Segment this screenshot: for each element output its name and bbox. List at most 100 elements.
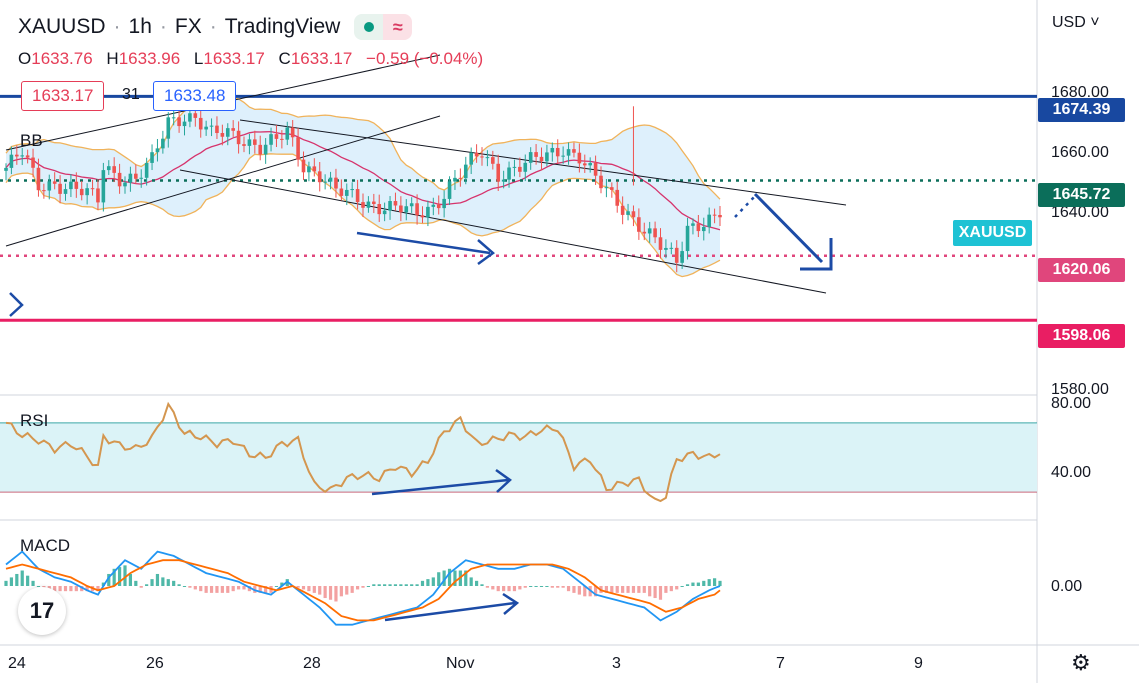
candle-body xyxy=(393,201,398,206)
level-tag[interactable]: 1598.06 xyxy=(1038,324,1125,348)
tradingview-logo-icon[interactable]: 17 xyxy=(18,587,66,635)
macd-histogram-bar xyxy=(437,572,441,586)
macd-histogram-bar xyxy=(685,584,690,586)
gear-icon[interactable]: ⚙ xyxy=(1071,650,1091,675)
macd-histogram-bar xyxy=(529,586,533,587)
bb-indicator-label[interactable]: BB xyxy=(20,131,43,150)
currency-selector[interactable]: USD ˅ xyxy=(1052,14,1100,31)
low-value: 1633.17 xyxy=(203,49,265,68)
candle-body xyxy=(399,205,403,213)
candle-body xyxy=(615,189,620,206)
candle-body xyxy=(69,181,73,190)
macd-indicator-label[interactable]: MACD xyxy=(20,536,71,555)
macd-histogram-bar xyxy=(107,573,111,586)
macd-histogram-bar xyxy=(101,582,105,586)
candle-body xyxy=(231,128,235,131)
level-tag[interactable]: 1674.39 xyxy=(1038,98,1125,122)
macd-histogram-bar xyxy=(182,586,187,587)
symbol-name[interactable]: XAUUSD xyxy=(18,15,106,38)
arrow-fragment xyxy=(9,292,24,317)
candle-body xyxy=(555,147,560,157)
open-value: 1633.76 xyxy=(31,49,93,68)
candle-body xyxy=(545,152,549,162)
macd-histogram-bar xyxy=(696,582,700,586)
candle-body xyxy=(182,121,187,127)
macd-histogram-bar xyxy=(577,586,581,595)
candle-body xyxy=(171,117,176,119)
x-tick: 9 xyxy=(914,655,923,672)
candle-body xyxy=(177,117,181,127)
candle-body xyxy=(620,205,625,215)
bb-fill xyxy=(6,94,720,277)
market-status-badges[interactable]: ≈ xyxy=(354,14,413,40)
candle-body xyxy=(134,173,138,179)
interval[interactable]: 1h xyxy=(128,15,152,38)
macd-histogram-bar xyxy=(431,577,435,586)
x-tick: 28 xyxy=(303,655,321,672)
macd-histogram-bar xyxy=(415,584,419,586)
macd-histogram-bar xyxy=(4,580,8,586)
candle-body xyxy=(144,162,149,178)
candle-body xyxy=(209,125,214,127)
bb-upper-band xyxy=(5,93,721,200)
candle-body xyxy=(577,152,582,164)
macd-histogram-bar xyxy=(236,586,241,590)
macd-histogram-bar xyxy=(63,586,68,592)
candle-body xyxy=(701,226,706,232)
macd-histogram-bar xyxy=(85,586,89,592)
rsi-y-tick: 40.00 xyxy=(1051,464,1092,481)
change-value: −0.59 (−0.04%) xyxy=(366,49,484,68)
rsi-indicator-label[interactable]: RSI xyxy=(20,411,49,430)
candle-body xyxy=(15,154,19,157)
candle-body xyxy=(685,225,690,252)
candle-body xyxy=(106,166,111,171)
rsi-divergence-arrow xyxy=(371,478,509,496)
sell-price-button[interactable]: 1633.17 xyxy=(21,81,105,111)
candle-body xyxy=(334,177,338,189)
candle-body xyxy=(236,130,241,145)
macd-histogram-bar xyxy=(648,586,652,597)
level-tag[interactable]: 1620.06 xyxy=(1038,258,1125,282)
macd-histogram-bar xyxy=(345,586,349,595)
macd-histogram-bar xyxy=(139,586,143,588)
candle-body xyxy=(561,155,565,157)
candle-body xyxy=(431,204,436,207)
candle-body xyxy=(404,206,409,213)
candle-body xyxy=(707,214,711,227)
macd-histogram-bar xyxy=(188,586,192,588)
macd-histogram-bar xyxy=(615,586,619,593)
candle-body xyxy=(355,189,360,203)
macd-histogram-bar xyxy=(204,586,208,593)
candle-body xyxy=(691,223,695,226)
candle-body xyxy=(339,188,344,196)
candle-body xyxy=(128,173,133,183)
candle-body xyxy=(599,175,603,189)
macd-histogram-bar xyxy=(112,568,116,586)
buy-price-button[interactable]: 1633.48 xyxy=(153,81,237,111)
macd-histogram-bar xyxy=(307,586,311,592)
candle-body xyxy=(9,154,14,168)
candle-body xyxy=(280,138,284,140)
forecast-dotted-path xyxy=(734,193,758,218)
macd-y-tick: 0.00 xyxy=(1051,578,1083,595)
channel-upper-line xyxy=(239,119,847,206)
data-source: TradingView xyxy=(224,15,341,38)
macd-histogram-bar xyxy=(117,567,122,586)
candle-body xyxy=(469,152,473,165)
signal-line xyxy=(5,559,721,622)
level-tag[interactable]: 1645.72 xyxy=(1038,183,1125,207)
macd-histogram-bar xyxy=(539,586,544,587)
macd-histogram-bar xyxy=(242,586,246,590)
y-tick: 1580.00 xyxy=(1051,381,1109,398)
macd-histogram-bar xyxy=(626,586,630,593)
candle-body xyxy=(155,148,160,153)
market-open-icon[interactable] xyxy=(354,14,384,40)
candle-body xyxy=(307,166,311,173)
wave-icon[interactable]: ≈ xyxy=(383,14,413,40)
macd-histogram-bar xyxy=(404,584,408,586)
candle-body xyxy=(112,166,116,173)
candle-body xyxy=(269,134,273,145)
candle-body xyxy=(25,155,30,158)
macd-histogram-bar xyxy=(220,586,224,593)
